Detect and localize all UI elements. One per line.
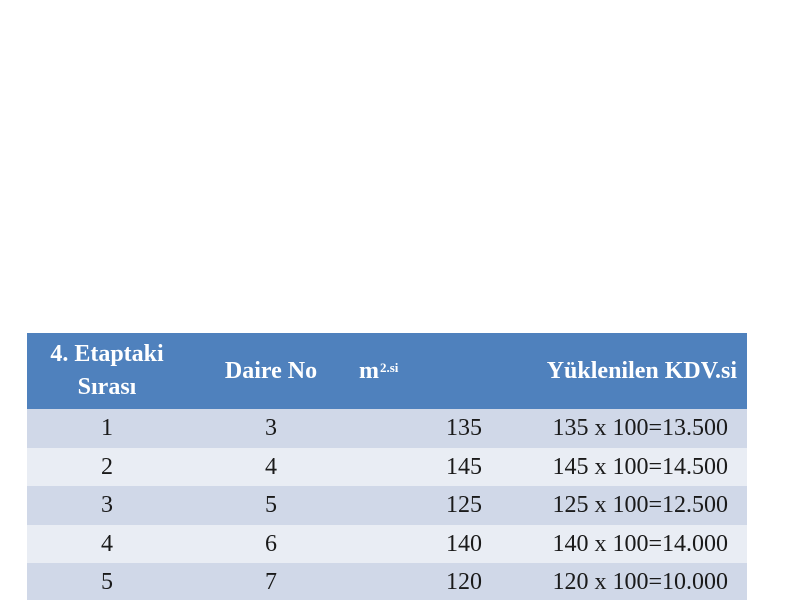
cell-kdv: 125 x 100=12.500	[519, 486, 747, 525]
cell-daire-no: 6	[187, 524, 355, 563]
table-header: 4. Etaptaki Sırası Daire No m2.si Yüklen…	[27, 333, 747, 409]
cell-kdv: 135 x 100=13.500	[519, 409, 747, 448]
cell-sira: 1	[27, 409, 187, 448]
cell-daire-no: 5	[187, 486, 355, 525]
header-yuklenilen-kdv: Yüklenilen KDV.si	[519, 333, 747, 409]
header-etap-sirasi: 4. Etaptaki Sırası	[27, 333, 187, 409]
cell-daire-no: 7	[187, 563, 355, 600]
table-row: 5 7 120 120 x 100=10.000	[27, 563, 747, 600]
cell-kdv: 140 x 100=14.000	[519, 524, 747, 563]
header-m2: m2.si	[355, 333, 519, 409]
header-daire-no: Daire No	[187, 333, 355, 409]
header-m2-base: m	[359, 357, 379, 384]
cell-sira: 5	[27, 563, 187, 600]
cell-m2: 135	[355, 409, 519, 448]
table-row: 4 6 140 140 x 100=14.000	[27, 524, 747, 563]
table-row: 2 4 145 145 x 100=14.500	[27, 447, 747, 486]
header-m2-superscript: 2.si	[380, 359, 399, 375]
cell-m2: 140	[355, 524, 519, 563]
cell-m2: 145	[355, 447, 519, 486]
cell-daire-no: 4	[187, 447, 355, 486]
cell-daire-no: 3	[187, 409, 355, 448]
cell-sira: 2	[27, 447, 187, 486]
table-row: 3 5 125 125 x 100=12.500	[27, 486, 747, 525]
table-row: 1 3 135 135 x 100=13.500	[27, 409, 747, 448]
cell-m2: 120	[355, 563, 519, 600]
kdv-table: 4. Etaptaki Sırası Daire No m2.si Yüklen…	[27, 333, 747, 600]
kdv-table-container: 4. Etaptaki Sırası Daire No m2.si Yüklen…	[27, 333, 747, 600]
table-body: 1 3 135 135 x 100=13.500 2 4 145 145 x 1…	[27, 409, 747, 600]
header-row: 4. Etaptaki Sırası Daire No m2.si Yüklen…	[27, 333, 747, 409]
cell-kdv: 120 x 100=10.000	[519, 563, 747, 600]
cell-sira: 4	[27, 524, 187, 563]
cell-sira: 3	[27, 486, 187, 525]
cell-m2: 125	[355, 486, 519, 525]
cell-kdv: 145 x 100=14.500	[519, 447, 747, 486]
